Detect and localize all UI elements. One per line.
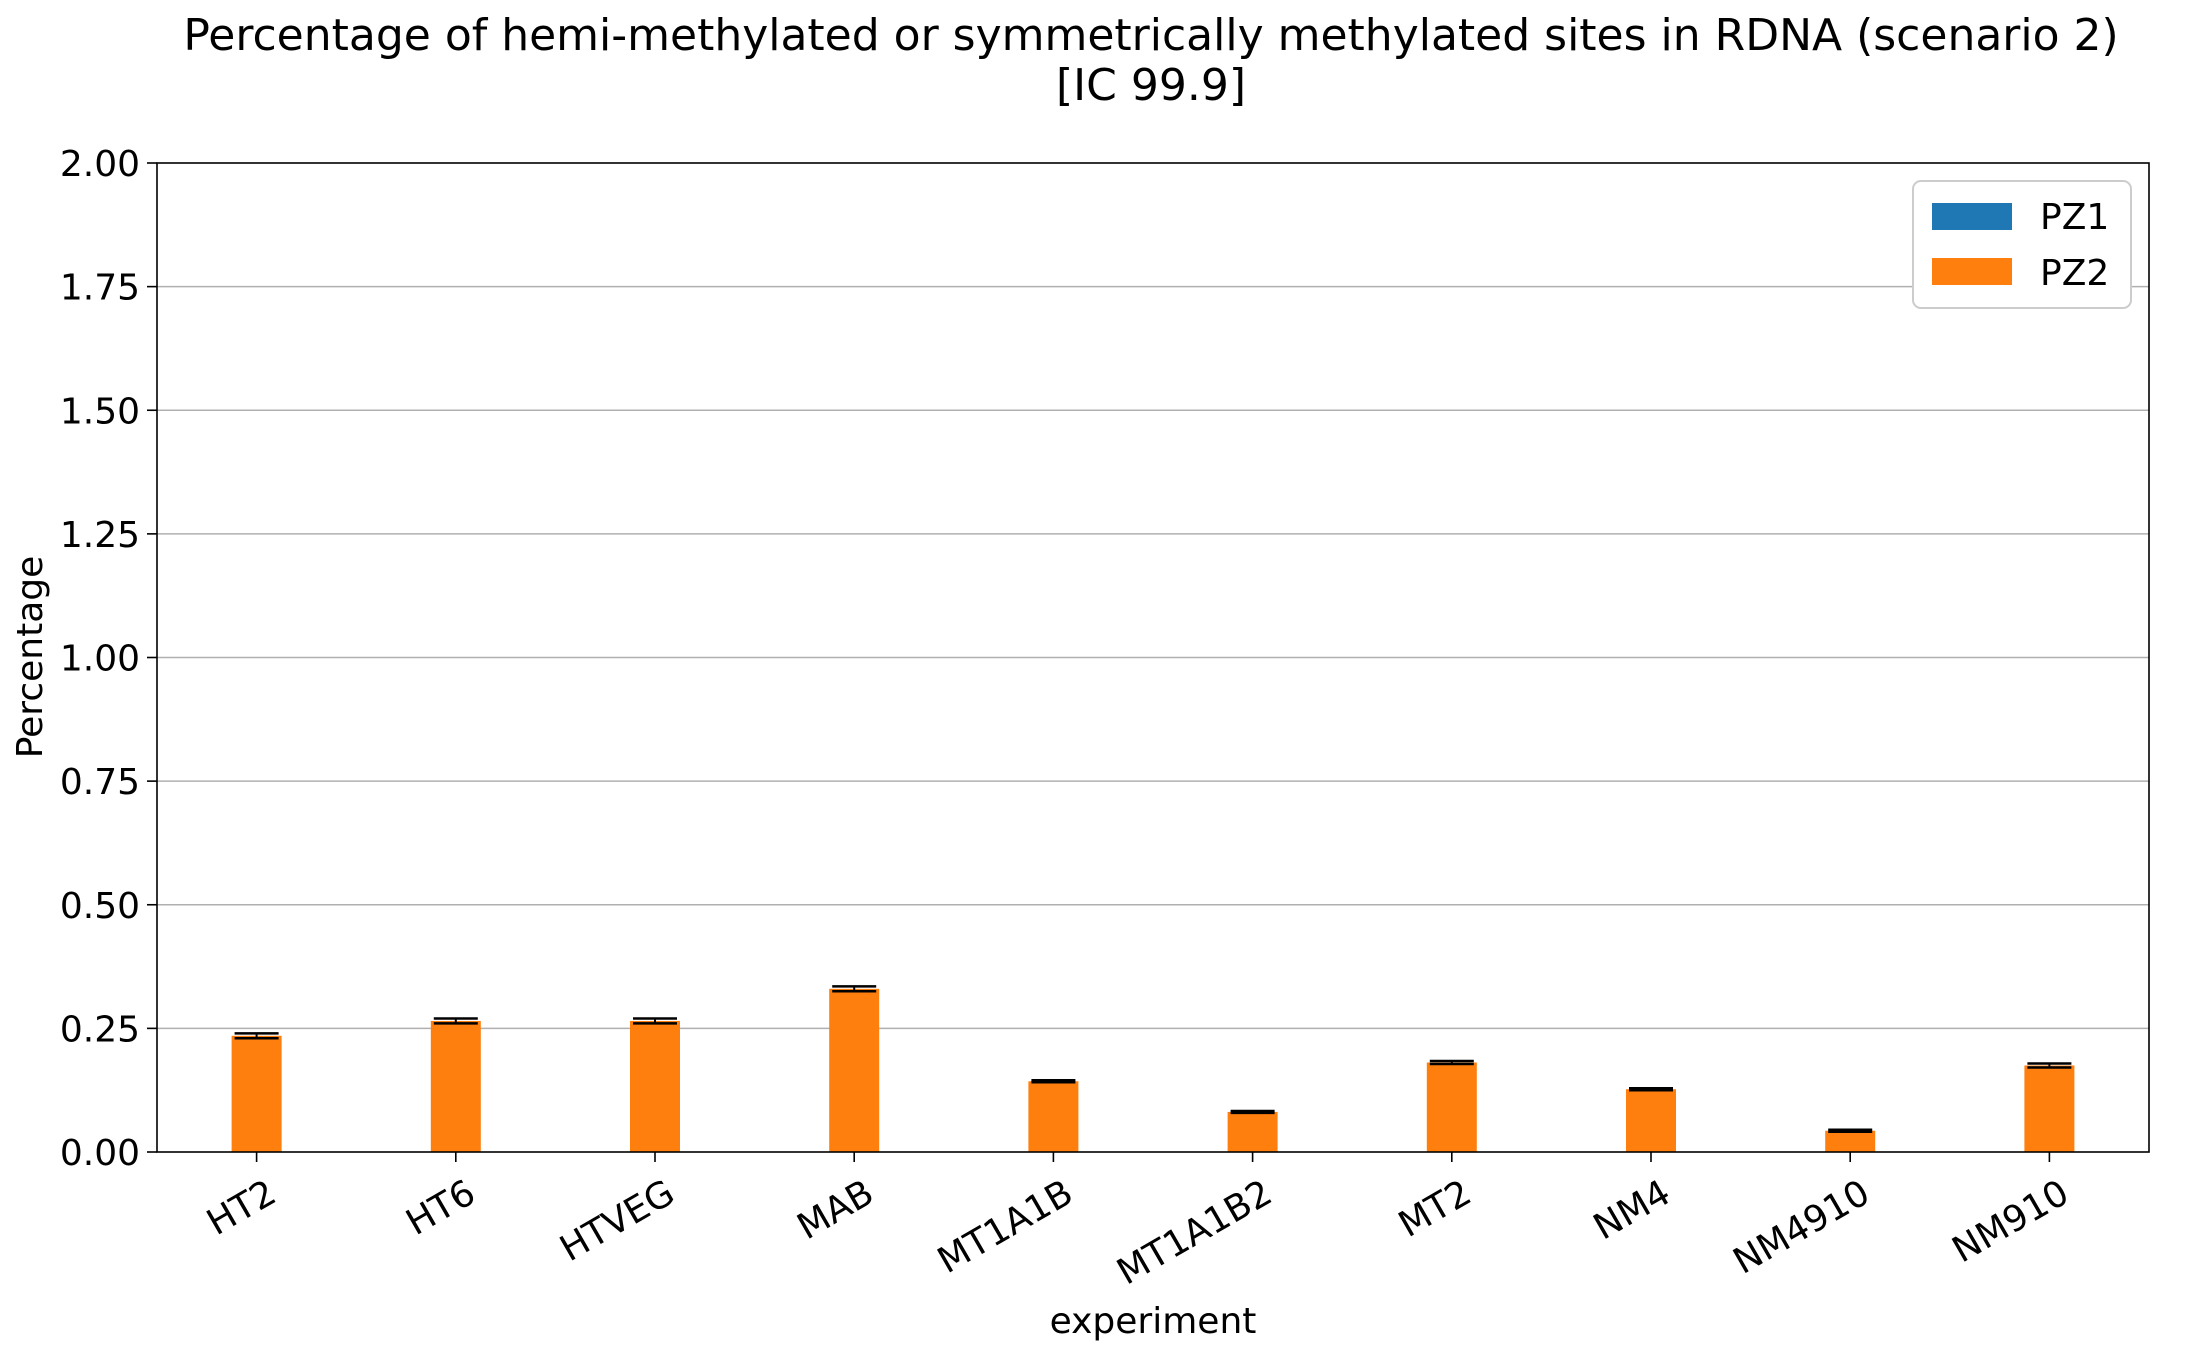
error-bar-mt1a1b xyxy=(1031,1079,1076,1084)
bar-pz2-nm910 xyxy=(2024,1065,2075,1152)
error-bar-mt2 xyxy=(1429,1059,1474,1066)
legend-label-pz1: PZ1 xyxy=(2040,197,2109,238)
bar-pz2-mt1a1b xyxy=(1028,1081,1079,1152)
chart-title-line-1: Percentage of hemi-methylated or symmetr… xyxy=(183,10,2118,61)
y-axis-ticks: 0.00 0.25 0.50 0.75 1.00 1.25 1.50 1.75 2.00 xyxy=(60,144,157,1174)
y-tick-label: 0.50 xyxy=(60,886,140,927)
y-tick-label: 1.75 xyxy=(60,268,140,309)
legend-label-pz2: PZ2 xyxy=(2040,253,2109,294)
error-bar-htveg xyxy=(633,1017,677,1025)
bar-pz2-nm4910 xyxy=(1825,1130,1876,1152)
bar-pz2-ht2 xyxy=(231,1035,282,1152)
y-tick-label: 0.75 xyxy=(60,762,140,803)
x-axis-label: experiment xyxy=(1050,1301,1257,1342)
y-tick-label: 1.50 xyxy=(60,391,140,432)
bar-pz2-mt2 xyxy=(1426,1062,1477,1152)
bar-pz2-mab xyxy=(829,988,880,1152)
y-tick-label: 0.25 xyxy=(60,1009,140,1050)
bar-pz2-mt1a1b2 xyxy=(1227,1111,1278,1152)
y-tick-label: 1.25 xyxy=(60,515,140,556)
chart-title-line-2: [IC 99.9] xyxy=(1056,60,1246,111)
bars xyxy=(231,988,2075,1152)
bar-pz2-nm4 xyxy=(1626,1089,1676,1152)
error-bar-ht2 xyxy=(234,1032,279,1040)
error-bar-mab xyxy=(832,985,877,993)
legend-swatch-pz1 xyxy=(1932,203,2012,230)
legend: PZ1 PZ2 xyxy=(1912,180,2132,309)
error-bars xyxy=(234,985,2072,1133)
y-axis-label: Percentage xyxy=(10,556,51,759)
error-bar-nm4 xyxy=(1629,1086,1673,1092)
gridlines xyxy=(157,285,2149,1030)
error-bar-nm4910 xyxy=(1828,1128,1873,1133)
error-bar-nm910 xyxy=(2027,1062,2072,1069)
error-bar-ht6 xyxy=(433,1017,478,1025)
bar-pz2-htveg xyxy=(630,1020,680,1152)
legend-swatch-pz2 xyxy=(1932,258,2012,285)
y-tick-label: 2.00 xyxy=(60,144,140,185)
y-tick-label: 0.00 xyxy=(60,1133,140,1174)
bar-pz2-ht6 xyxy=(430,1020,481,1152)
y-tick-label: 1.00 xyxy=(60,639,140,680)
error-bar-mt1a1b2 xyxy=(1230,1109,1275,1115)
